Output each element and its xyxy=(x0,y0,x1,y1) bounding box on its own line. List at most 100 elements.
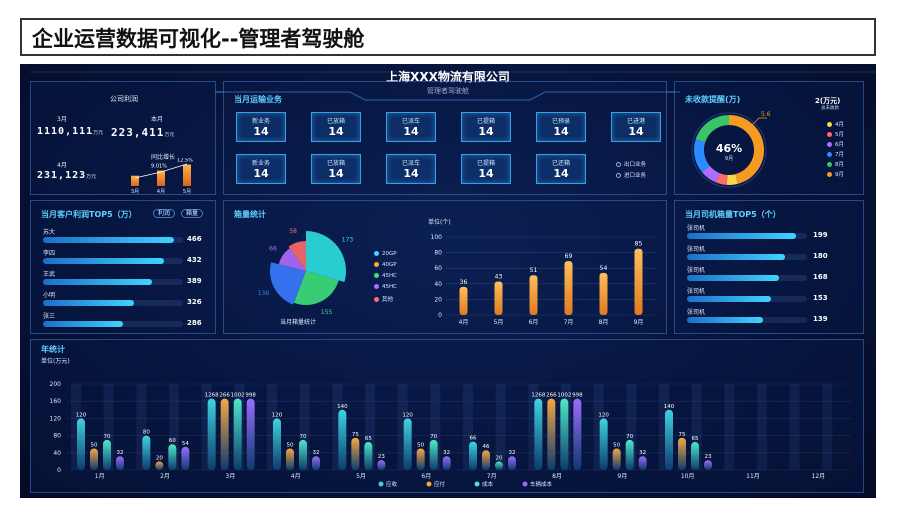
annual-bar-value: 70 xyxy=(430,434,437,440)
donut-segment xyxy=(695,115,730,143)
annual-bar-value: 80 xyxy=(143,430,150,436)
tab-boxes[interactable]: 箱量 xyxy=(181,209,204,218)
month-bar-value: 85 xyxy=(635,241,643,248)
x-tick-label: 2月 xyxy=(160,473,170,480)
annual-bar xyxy=(142,435,151,470)
bar-item-name: 苏大 xyxy=(43,229,56,236)
transport-card-label: 已提箱 xyxy=(476,118,495,125)
annual-bar-value: 50 xyxy=(613,443,620,449)
legend-label: 45HC xyxy=(382,273,397,279)
annual-bar xyxy=(90,448,98,470)
annual-bar-value: 60 xyxy=(169,438,176,444)
y-tick-label: 160 xyxy=(50,398,62,405)
y-tick-label: 0 xyxy=(57,467,61,474)
annual-bar xyxy=(691,442,699,470)
transport-title: 当月运输业务 xyxy=(234,95,282,104)
receivable-legend-item: 7月 xyxy=(827,150,844,158)
transport-card-label: 已派车 xyxy=(401,118,420,125)
transport-card[interactable]: 已放箱 14 xyxy=(311,154,361,184)
transport-card[interactable]: 已还箱 14 xyxy=(536,154,586,184)
bar-item-name: 李四 xyxy=(43,250,56,257)
annual-bar-value: 140 xyxy=(337,404,348,410)
bar-item-name: 张司机 xyxy=(687,267,706,274)
legend-label: 45HC xyxy=(382,284,397,290)
bar-fill xyxy=(687,317,763,323)
pie-value-label: 155 xyxy=(321,309,333,316)
transport-card-label: 新业务 xyxy=(251,160,270,167)
annual-bar xyxy=(299,439,307,470)
receivable-legend-item: 5月 xyxy=(827,130,844,138)
annual-bar-value: 23 xyxy=(378,454,385,460)
bar-item-value: 286 xyxy=(187,319,202,327)
donut-center-value: 46% xyxy=(716,142,742,155)
annual-bar-value: 32 xyxy=(443,450,450,456)
donut-segment xyxy=(728,115,764,184)
annual-bar xyxy=(547,398,556,470)
bar-item-value: 466 xyxy=(187,235,202,243)
legend-label: 9月 xyxy=(835,172,844,178)
tab-profit[interactable]: 利润 xyxy=(153,209,176,218)
drivers-panel: 当月司机箱量TOP5（个） 张司机 199 张司机 180 张司机 168 张司机 153 张司… xyxy=(674,200,864,334)
transport-card[interactable]: 新业务 14 xyxy=(236,154,286,184)
receivable-title: 未收款提醒(万) xyxy=(685,95,741,104)
annual-legend-label: 应收 xyxy=(386,480,398,488)
annual-bar xyxy=(207,398,216,470)
annual-bar-value: 998 xyxy=(245,393,256,399)
transport-card[interactable]: 已派车 14 xyxy=(386,154,436,184)
customers-panel: 当月客户利润TOP5（万） 利润 箱量 苏大 466 李四 432 王武 389 小明 326… xyxy=(30,200,216,334)
legend-dot xyxy=(374,284,379,289)
bar-background xyxy=(365,384,375,470)
y-tick-label: 40 xyxy=(434,281,442,288)
annual-bar-value: 66 xyxy=(470,436,477,442)
bar-background xyxy=(757,384,767,470)
legend-label: 8月 xyxy=(835,162,844,168)
bar-fill xyxy=(43,279,152,285)
transport-card[interactable]: 已提箱 14 xyxy=(461,112,511,142)
pie-slice xyxy=(288,241,306,271)
growth-value-label: 12.5% xyxy=(177,158,193,164)
annual-legend-label: 车辆成本 xyxy=(530,480,553,488)
legend-dot xyxy=(374,273,379,278)
profit-current-label: 本月 xyxy=(151,116,164,123)
profit-march-value: 1110,111万元 xyxy=(37,126,104,137)
annual-bar xyxy=(534,398,543,470)
profit-title: 公司利润 xyxy=(110,95,138,103)
month-bar-value: 43 xyxy=(495,273,503,280)
annual-title: 年统计 xyxy=(41,345,65,354)
profit-april-label: 4月 xyxy=(57,162,67,169)
legend-dot xyxy=(374,251,379,256)
annual-bar xyxy=(625,439,634,470)
boxes-panel: 箱量统计 173 155 136 66 58 当月箱量统计 单位(个) 0 20 40 60 8… xyxy=(223,200,667,334)
bar-item-name: 张三 xyxy=(43,313,56,320)
annual-bar-value: 1002 xyxy=(557,393,571,399)
transport-card[interactable]: 已派车 14 xyxy=(386,112,436,142)
growth-title: 同比增长 xyxy=(151,154,176,161)
pie-legend-item: 40GP xyxy=(374,262,397,268)
legend-dot xyxy=(827,172,832,177)
annual-bar-value: 32 xyxy=(639,450,646,456)
x-tick-label: 10月 xyxy=(681,473,695,480)
transport-card[interactable]: 已进港 14 xyxy=(611,112,661,142)
transport-card[interactable]: 已放箱 14 xyxy=(311,112,361,142)
annual-bar-value: 32 xyxy=(509,450,516,456)
transport-card[interactable]: 已提箱 14 xyxy=(461,154,511,184)
pie-legend-item: 45HC xyxy=(374,273,397,279)
annual-bar-value: 50 xyxy=(91,443,98,449)
annual-bar xyxy=(429,439,438,470)
bar-background xyxy=(463,384,473,470)
annual-legend-dot xyxy=(378,481,384,487)
donut-segment xyxy=(702,165,721,183)
annual-bar-value: 120 xyxy=(402,412,413,418)
receivable-total-sub: 总未收款 xyxy=(821,106,839,111)
pie-slice xyxy=(270,262,306,305)
transport-card-value: 14 xyxy=(253,167,269,180)
transport-card-label: 已还箱 xyxy=(551,160,570,167)
annual-bar xyxy=(116,456,124,470)
transport-card[interactable]: 新业务 14 xyxy=(236,112,286,142)
bar-item-name: 张司机 xyxy=(687,225,706,232)
transport-card[interactable]: 已预录 14 xyxy=(536,112,586,142)
bar-item-value: 139 xyxy=(813,315,828,323)
annual-bar-value: 32 xyxy=(313,450,320,456)
annual-bar xyxy=(403,418,412,470)
growth-bar xyxy=(157,170,165,186)
